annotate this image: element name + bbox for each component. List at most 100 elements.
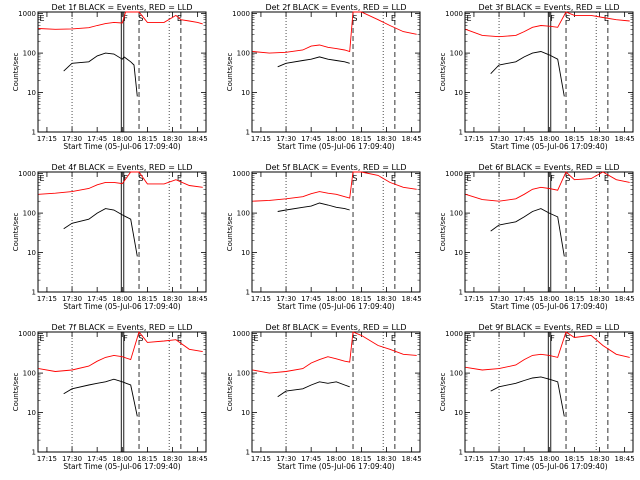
series-events — [277, 381, 350, 398]
x-tick-label: 18:45 — [615, 295, 635, 303]
y-axis-label: Counts/sec — [439, 53, 447, 92]
marker-label: E — [391, 174, 396, 183]
x-tick-label: 17:30 — [62, 455, 82, 463]
x-tick-label: 17:15 — [464, 135, 484, 143]
x-tick-label: 18:45 — [188, 135, 208, 143]
y-tick-label: 1000 — [18, 170, 36, 178]
y-tick-label: 100 — [23, 370, 36, 378]
y-tick-label: 1 — [32, 449, 36, 457]
x-tick-label: 17:30 — [489, 135, 509, 143]
marker-label: F — [123, 334, 128, 343]
y-tick-label: 100 — [450, 370, 463, 378]
y-tick-label: 10 — [27, 409, 36, 417]
x-tick-label: 17:45 — [514, 455, 534, 463]
panel-title: Det 1f BLACK = Events, RED = LLD — [51, 3, 192, 12]
x-tick-label: 18:00 — [112, 455, 132, 463]
x-tick-label: 18:15 — [564, 455, 584, 463]
panel-9: Det 9f BLACK = Events, RED = LLD 1 10 100 10… — [439, 323, 635, 471]
x-tick-label: 17:15 — [251, 295, 271, 303]
x-tick-label: 18:30 — [376, 135, 396, 143]
marker-label: E — [254, 334, 259, 343]
y-tick-label: 1000 — [232, 330, 250, 338]
x-tick-label: 18:45 — [402, 455, 422, 463]
panel-4: Det 4f BLACK = Events, RED = LLD 1 10 100 10… — [12, 163, 208, 311]
marker-label: E — [177, 334, 182, 343]
marker-label: S — [138, 174, 143, 183]
y-axis-label: Counts/sec — [12, 213, 20, 252]
y-tick-label: 10 — [241, 409, 250, 417]
y-tick-label: 1000 — [232, 170, 250, 178]
y-axis-label: Counts/sec — [439, 373, 447, 412]
x-axis-label: Start Time (05-Jul-06 17:09:40) — [63, 462, 180, 471]
x-axis-label: Start Time (05-Jul-06 17:09:40) — [63, 302, 180, 311]
y-tick-label: 1000 — [18, 10, 36, 18]
x-tick-label: 18:30 — [376, 455, 396, 463]
x-axis-label: Start Time (05-Jul-06 17:09:40) — [490, 142, 607, 151]
marker-label: E — [391, 334, 396, 343]
x-tick-label: 17:15 — [464, 455, 484, 463]
x-tick-label: 17:45 — [87, 135, 107, 143]
x-axis-label: Start Time (05-Jul-06 17:09:40) — [490, 462, 607, 471]
y-tick-label: 10 — [241, 249, 250, 257]
series-lld — [38, 331, 203, 372]
x-tick-label: 18:00 — [326, 295, 346, 303]
x-tick-label: 18:30 — [376, 295, 396, 303]
x-tick-label: 17:15 — [37, 135, 57, 143]
x-tick-label: 18:00 — [112, 295, 132, 303]
series-lld — [465, 171, 630, 202]
y-tick-label: 10 — [241, 89, 250, 97]
y-tick-label: 1 — [246, 129, 250, 137]
y-tick-label: 10 — [454, 409, 463, 417]
x-tick-label: 18:30 — [589, 135, 609, 143]
x-axis-label: Start Time (05-Jul-06 17:09:40) — [63, 142, 180, 151]
panel-title: Det 8f BLACK = Events, RED = LLD — [265, 323, 406, 332]
x-tick-label: 18:30 — [589, 295, 609, 303]
series-lld — [465, 11, 630, 38]
marker-label: E — [467, 14, 472, 23]
x-tick-label: 18:15 — [564, 295, 584, 303]
x-tick-label: 18:30 — [589, 455, 609, 463]
series-events — [63, 378, 138, 417]
marker-label: E — [40, 334, 45, 343]
y-tick-label: 1 — [459, 129, 463, 137]
marker-label: F — [550, 14, 555, 23]
y-tick-label: 1 — [32, 129, 36, 137]
y-tick-label: 10 — [27, 89, 36, 97]
marker-label: S — [565, 174, 570, 183]
marker-label: F — [550, 334, 555, 343]
x-tick-label: 17:45 — [514, 135, 534, 143]
series-lld — [252, 331, 417, 374]
x-axis-label: Start Time (05-Jul-06 17:09:40) — [277, 302, 394, 311]
x-tick-label: 17:45 — [301, 295, 321, 303]
x-tick-label: 17:45 — [301, 135, 321, 143]
x-tick-label: 18:45 — [402, 295, 422, 303]
x-tick-label: 18:30 — [162, 135, 182, 143]
y-axis-label: Counts/sec — [226, 53, 234, 92]
x-axis-label: Start Time (05-Jul-06 17:09:40) — [277, 462, 394, 471]
x-tick-label: 18:00 — [539, 295, 559, 303]
series-lld — [465, 331, 630, 371]
y-axis-label: Counts/sec — [439, 213, 447, 252]
marker-label: S — [352, 14, 357, 23]
panel-7: Det 7f BLACK = Events, RED = LLD 1 10 100 10… — [12, 323, 208, 471]
marker-label: E — [467, 334, 472, 343]
x-tick-label: 18:00 — [539, 455, 559, 463]
y-axis-label: Counts/sec — [12, 373, 20, 412]
marker-label: S — [352, 174, 357, 183]
panel-title: Det 3f BLACK = Events, RED = LLD — [478, 3, 619, 12]
x-tick-label: 18:00 — [112, 135, 132, 143]
x-tick-label: 17:45 — [87, 295, 107, 303]
marker-label: E — [604, 174, 609, 183]
series-lld — [38, 11, 203, 30]
y-tick-label: 1 — [459, 289, 463, 297]
panel-2: Det 2f BLACK = Events, RED = LLD 1 10 100 10… — [226, 3, 422, 151]
marker-label: E — [40, 174, 45, 183]
marker-label: E — [391, 14, 396, 23]
y-tick-label: 100 — [237, 210, 250, 218]
y-tick-label: 1000 — [18, 330, 36, 338]
panel-title: Det 7f BLACK = Events, RED = LLD — [51, 323, 192, 332]
series-events — [277, 202, 350, 212]
x-tick-label: 18:45 — [402, 135, 422, 143]
x-tick-label: 17:45 — [301, 455, 321, 463]
